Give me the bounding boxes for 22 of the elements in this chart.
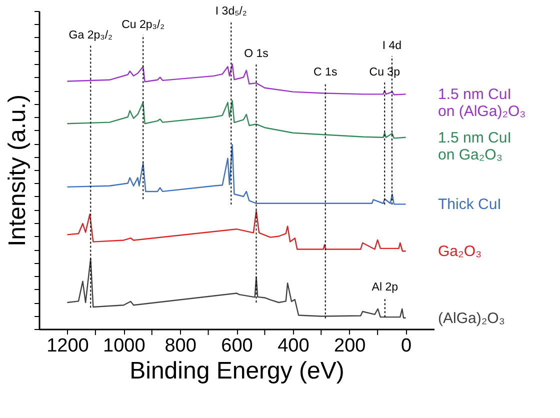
text: Thick CuI	[438, 196, 502, 214]
ref-line-label: I 3d₅/₂	[215, 6, 247, 18]
x-tick-label: 1000	[103, 336, 146, 356]
text: Ga₂O₃	[438, 243, 482, 260]
x-tick-label: 600	[221, 336, 253, 356]
x-tick-label: 800	[164, 336, 196, 356]
ref-line-label: Al 2p	[372, 281, 398, 294]
x-tick-label: 1200	[46, 336, 89, 356]
x-tick-label: 0	[400, 336, 412, 356]
x-axis-title: Binding Energy (eV)	[130, 358, 344, 384]
x-tick-label: 400	[278, 336, 310, 356]
ref-line-label: I 4d	[382, 40, 402, 52]
ref-line-label: O 1s	[244, 48, 269, 60]
text: 1.5 nm CuI on Ga₂O₃	[438, 129, 512, 164]
x-tick-label: 200	[334, 336, 366, 356]
ref-line-label: Ga 2p₃/₂	[68, 30, 112, 42]
y-axis-title: Intensity (a.u.)	[4, 94, 31, 247]
ref-line-label: Cu 2p₃/₂	[122, 18, 165, 31]
text: 1.5 nm CuI on (AlGa)₂O₃	[438, 86, 526, 120]
text: (AlGa)₂O₃	[438, 310, 505, 327]
ref-line-label: C 1s	[314, 66, 338, 79]
ref-line-label: Cu 3p	[369, 66, 400, 79]
